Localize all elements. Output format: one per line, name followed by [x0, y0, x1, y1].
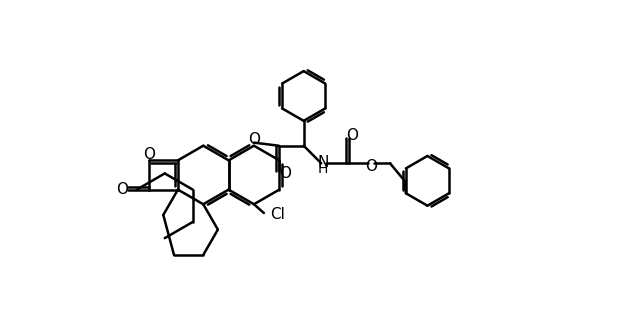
Text: N: N: [317, 155, 328, 170]
Text: O: O: [248, 132, 260, 147]
Text: H: H: [317, 162, 328, 176]
Text: Cl: Cl: [270, 207, 285, 222]
Text: O: O: [365, 159, 377, 174]
Text: O: O: [116, 182, 128, 197]
Text: O: O: [346, 128, 358, 143]
Text: O: O: [143, 148, 155, 162]
Text: O: O: [279, 166, 291, 181]
